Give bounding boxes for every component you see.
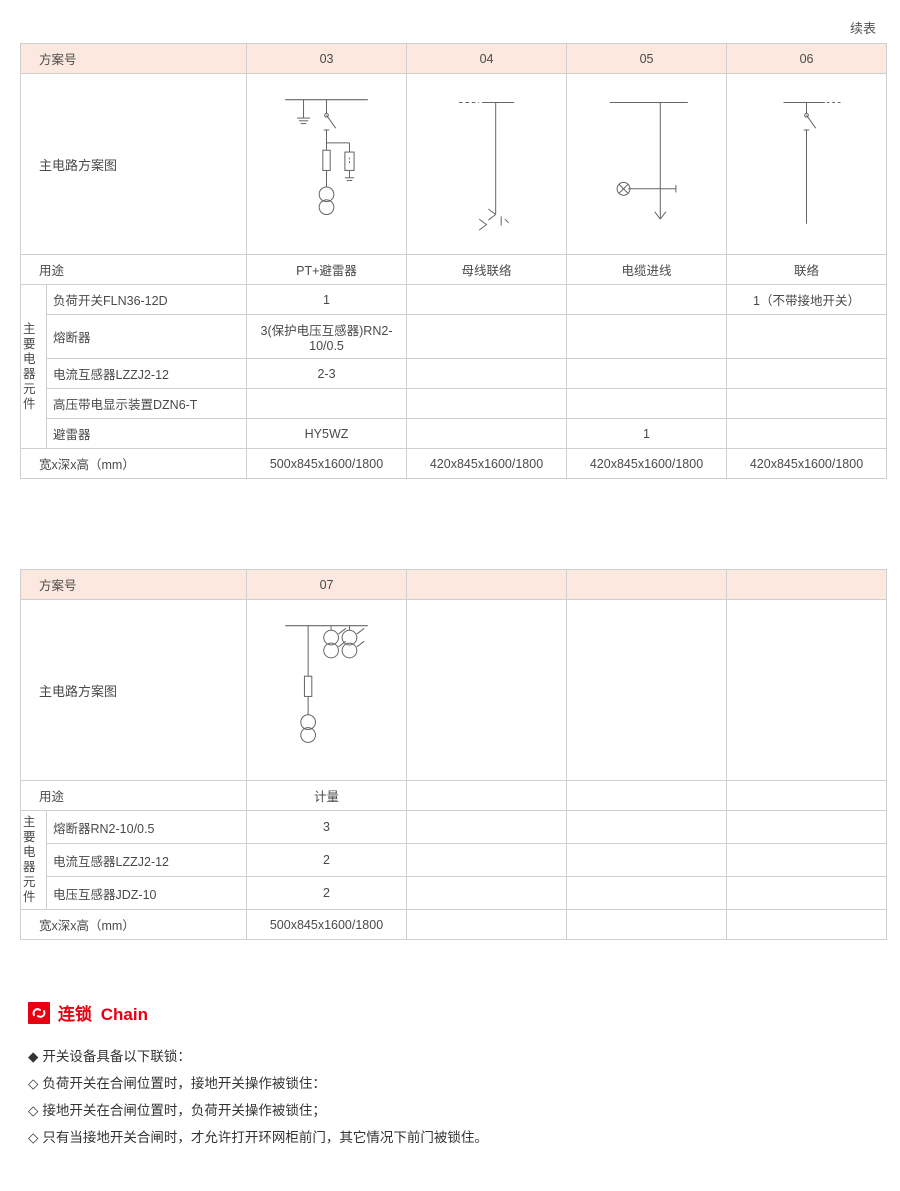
notes-item-1: ◇接地开关在合闸位置时，负荷开关操作被锁住； xyxy=(28,1097,880,1124)
vertical-label-2: 主要电器元件 xyxy=(21,811,47,910)
label-diagram: 主电路方案图 xyxy=(21,74,247,255)
comp-label: 电压互感器JDZ-10 xyxy=(47,877,247,910)
diamond-hollow-icon: ◇ xyxy=(28,1076,38,1091)
label-dimensions: 宽x深x高（mm） xyxy=(21,449,247,479)
label-usage: 用途 xyxy=(21,255,247,285)
continuation-label: 续表 xyxy=(20,18,876,37)
vertical-label-1: 主要电器元件 xyxy=(21,285,47,449)
col-03: 03 xyxy=(247,44,407,74)
page-root: 续表 方案号 03 04 05 06 主电路方案图 xyxy=(0,0,900,1191)
diagram-05-svg xyxy=(573,79,720,249)
dim-03: 500x845x1600/1800 xyxy=(247,449,407,479)
notes-item-0: ◇负荷开关在合闸位置时，接地开关操作被锁住： xyxy=(28,1070,880,1097)
diagram-03-svg xyxy=(253,79,400,249)
section-header-chain: 连锁 Chain xyxy=(20,1000,880,1025)
row-comp2-0: 主要电器元件 熔断器RN2-10/0.5 3 xyxy=(21,811,887,844)
spec-table-2: 方案号 07 主电路方案图 xyxy=(20,569,887,940)
section-title-en: Chain xyxy=(101,1005,148,1024)
spec-table-1: 方案号 03 04 05 06 主电路方案图 xyxy=(20,43,887,479)
col-04: 04 xyxy=(407,44,567,74)
section-title: 连锁 Chain xyxy=(58,1000,148,1025)
section-title-zh: 连锁 xyxy=(58,1005,92,1024)
section-icon xyxy=(28,1002,50,1024)
dim-04: 420x845x1600/1800 xyxy=(407,449,567,479)
diamond-solid-icon: ◆ xyxy=(28,1049,38,1064)
comp-label: 熔断器RN2-10/0.5 xyxy=(47,811,247,844)
diamond-hollow-icon: ◇ xyxy=(28,1103,38,1118)
label-scheme: 方案号 xyxy=(21,44,247,74)
dim-05: 420x845x1600/1800 xyxy=(567,449,727,479)
notes-block: ◆开关设备具备以下联锁： ◇负荷开关在合闸位置时，接地开关操作被锁住： ◇接地开… xyxy=(20,1043,880,1151)
usage-04: 母线联络 xyxy=(407,255,567,285)
comp-label: 电流互感器LZZJ2-12 xyxy=(47,844,247,877)
row-comp2-1: 电流互感器LZZJ2-12 2 xyxy=(21,844,887,877)
dim-07: 500x845x1600/1800 xyxy=(247,910,407,940)
row-dimensions: 宽x深x高（mm） 500x845x1600/1800 420x845x1600… xyxy=(21,449,887,479)
label-diagram-2: 主电路方案图 xyxy=(21,600,247,781)
col-05: 05 xyxy=(567,44,727,74)
usage-07: 计量 xyxy=(247,781,407,811)
comp-label: 避雷器 xyxy=(47,419,247,449)
row-diagram: 主电路方案图 xyxy=(21,74,887,255)
label-dimensions-2: 宽x深x高（mm） xyxy=(21,910,247,940)
comp-label: 电流互感器LZZJ2-12 xyxy=(47,359,247,389)
row-comp-4: 避雷器 HY5WZ 1 xyxy=(21,419,887,449)
row-comp2-2: 电压互感器JDZ-10 2 xyxy=(21,877,887,910)
row-usage-2: 用途 计量 xyxy=(21,781,887,811)
row-comp-3: 高压带电显示装置DZN6-T xyxy=(21,389,887,419)
usage-06: 联络 xyxy=(727,255,887,285)
row-scheme-number: 方案号 03 04 05 06 xyxy=(21,44,887,74)
row-comp-1: 熔断器 3(保护电压互感器)RN2-10/0.5 xyxy=(21,315,887,359)
row-usage: 用途 PT+避雷器 母线联络 电缆进线 联络 xyxy=(21,255,887,285)
row-scheme-number-2: 方案号 07 xyxy=(21,570,887,600)
col-06: 06 xyxy=(727,44,887,74)
diagram-cell-05 xyxy=(567,74,727,255)
notes-item-2: ◇只有当接地开关合闸时，才允许打开环网柜前门，其它情况下前门被锁住。 xyxy=(28,1124,880,1151)
usage-03: PT+避雷器 xyxy=(247,255,407,285)
chain-icon xyxy=(31,1005,47,1021)
comp-label: 熔断器 xyxy=(47,315,247,359)
comp-label: 负荷开关FLN36-12D xyxy=(47,285,247,315)
diagram-cell-04 xyxy=(407,74,567,255)
diagram-04-svg xyxy=(413,79,560,249)
label-scheme-2: 方案号 xyxy=(21,570,247,600)
dim-06: 420x845x1600/1800 xyxy=(727,449,887,479)
usage-05: 电缆进线 xyxy=(567,255,727,285)
row-dimensions-2: 宽x深x高（mm） 500x845x1600/1800 xyxy=(21,910,887,940)
label-usage-2: 用途 xyxy=(21,781,247,811)
row-comp-0: 主要电器元件 负荷开关FLN36-12D 1 1（不带接地开关） xyxy=(21,285,887,315)
col-07: 07 xyxy=(247,570,407,600)
diagram-cell-06 xyxy=(727,74,887,255)
comp-label: 高压带电显示装置DZN6-T xyxy=(47,389,247,419)
diagram-cell-07 xyxy=(247,600,407,781)
diagram-07-svg xyxy=(253,605,400,775)
diagram-cell-03 xyxy=(247,74,407,255)
diagram-06-svg xyxy=(733,79,880,249)
notes-lead: ◆开关设备具备以下联锁： xyxy=(28,1043,880,1070)
row-diagram-2: 主电路方案图 xyxy=(21,600,887,781)
row-comp-2: 电流互感器LZZJ2-12 2-3 xyxy=(21,359,887,389)
